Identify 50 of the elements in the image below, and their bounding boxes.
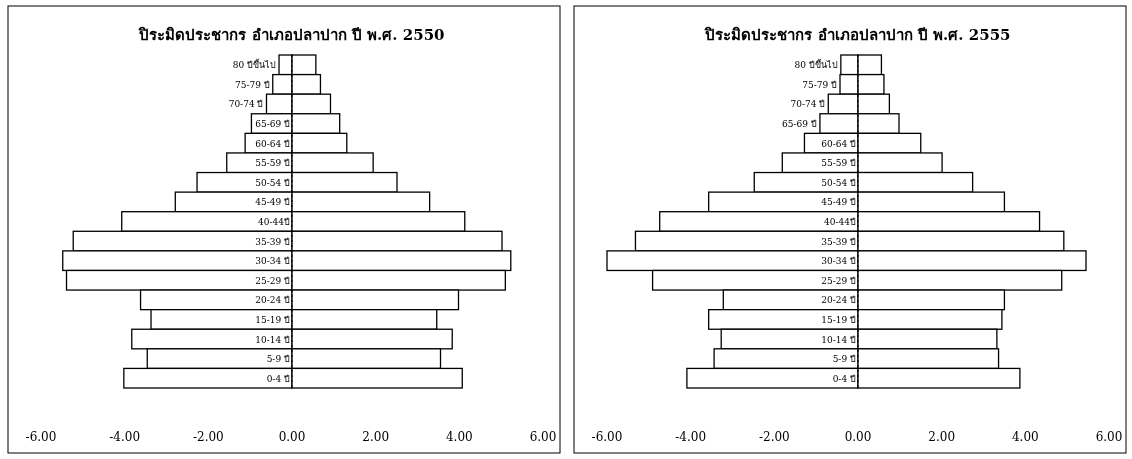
y-tick-label: 60-64 ปี [821,138,856,149]
x-tick-label: -2.00 [192,430,224,444]
y-tick-label: 80 ปีขึ้นไป [232,58,277,71]
y-tick-label: 10-14 ปี [255,334,290,345]
x-tick-label: 4.00 [445,430,473,444]
x-tick-label: 2.00 [928,430,956,444]
chart-title: ปิระมิดประชากร อำเภอปลาปาก ปี พ.ศ. 2550 [138,26,445,44]
y-tick-label: 35-39 ปี [255,236,290,247]
y-tick-label: 30-34 ปี [255,256,290,267]
y-tick-label: 55-59 ปี [255,158,290,169]
y-tick-label: 40-44ปี [258,217,290,227]
y-tick-label: 15-19 ปี [255,314,290,325]
y-tick-label: 65-69 ปี [782,119,817,130]
y-tick-label: 0-4 ปี [832,373,856,384]
y-tick-label: 5-9 ปี [266,354,290,365]
y-tick-label: 75-79 ปี [802,79,838,90]
x-tick-label: 6.00 [1095,430,1123,444]
y-tick-label: 15-19 ปี [821,314,856,325]
y-tick-label: 70-74 ปี [228,99,264,110]
y-tick-label: 20-24 ปี [255,295,290,306]
y-tick-label: 0-4 ปี [266,373,290,384]
x-tick-label: -4.00 [109,430,141,444]
y-tick-label: 45-49 ปี [821,197,856,208]
y-tick-label: 80 ปีขึ้นไป [794,58,838,71]
y-tick-label: 25-29 ปี [821,275,856,286]
x-tick-label: -6.00 [591,430,623,444]
x-tick-label: 2.00 [362,430,390,444]
x-tick-label: 6.00 [529,430,557,444]
y-tick-label: 10-14 ปี [821,334,856,345]
x-tick-label: -2.00 [758,430,790,444]
y-tick-label: 65-69 ปี [255,119,290,130]
y-tick-label: 35-39 ปี [821,236,856,247]
y-tick-label: 75-79 ปี [234,79,270,90]
x-tick-label: 0.00 [844,430,872,444]
y-tick-label: 50-54 ปี [821,177,856,188]
chart-title: ปิระมิดประชากร อำเภอปลาปาก ปี พ.ศ. 2555 [704,26,1011,44]
x-tick-label: 4.00 [1011,430,1039,444]
y-tick-label: 25-29 ปี [255,275,290,286]
x-tick-label: 0.00 [278,430,306,444]
x-tick-label: -6.00 [25,430,57,444]
y-tick-label: 50-54 ปี [255,177,290,188]
y-tick-label: 60-64 ปี [255,138,290,149]
y-tick-label: 20-24 ปี [821,295,856,306]
y-tick-label: 40-44ปี [824,217,856,227]
y-tick-label: 5-9 ปี [832,354,856,365]
y-tick-label: 30-34 ปี [821,256,856,267]
y-tick-label: 70-74 ปี [790,99,826,110]
x-tick-label: -4.00 [675,430,707,444]
y-tick-label: 45-49 ปี [255,197,290,208]
y-tick-label: 55-59 ปี [821,158,856,169]
